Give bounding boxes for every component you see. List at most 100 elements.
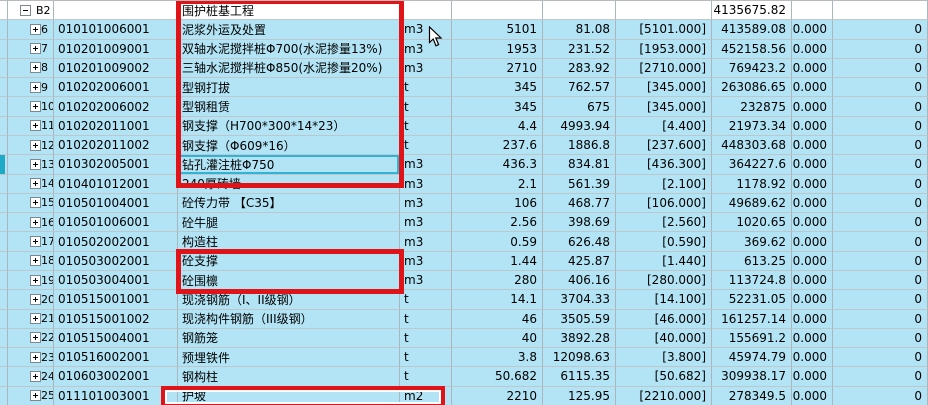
- item-code-cell[interactable]: 010501006001: [54, 213, 178, 233]
- quantity-expr-cell[interactable]: [2.100]: [616, 174, 712, 194]
- quantity-expr-cell[interactable]: [345.000]: [616, 97, 712, 117]
- value-a-cell[interactable]: 0.000: [792, 39, 833, 59]
- unit-cell[interactable]: t: [400, 78, 452, 98]
- value-a-cell[interactable]: 0.000: [792, 58, 833, 79]
- collapse-icon[interactable]: [20, 4, 31, 16]
- value-b-cell[interactable]: 0: [833, 309, 928, 329]
- item-name-cell[interactable]: 双轴水泥搅拌桩Φ700(水泥掺量13%): [178, 39, 400, 59]
- value-b-cell[interactable]: 0: [833, 39, 928, 59]
- value-a-cell[interactable]: 0.000: [792, 20, 833, 40]
- quantity-expr-cell[interactable]: [436.300]: [616, 155, 712, 175]
- expand-icon[interactable]: [30, 23, 41, 35]
- total-price-cell[interactable]: 369.62: [712, 232, 792, 252]
- item-name-cell[interactable]: 护坡: [178, 386, 400, 405]
- quantity-cell[interactable]: 50.682: [452, 367, 543, 387]
- unit-price-cell[interactable]: 425.87: [543, 251, 616, 271]
- item-code-cell[interactable]: 010202006001: [54, 78, 178, 98]
- unit-price-cell[interactable]: 3704.33: [543, 290, 616, 310]
- quantity-cell[interactable]: 2.1: [452, 174, 543, 194]
- item-code-cell[interactable]: 010603002001: [54, 367, 178, 387]
- expand-icon[interactable]: [30, 255, 41, 267]
- table-row[interactable]: 17 010502002001 构造柱 m3 0.59 626.48 [0.59…: [0, 232, 928, 252]
- quantity-cell[interactable]: 40: [452, 328, 543, 349]
- unit-price-cell[interactable]: 834.81: [543, 155, 616, 175]
- total-price-cell[interactable]: 452158.56: [712, 39, 792, 59]
- expand-icon[interactable]: [30, 120, 41, 132]
- value-a-cell[interactable]: 0.000: [792, 174, 833, 194]
- item-code-cell[interactable]: [54, 1, 178, 21]
- item-code-cell[interactable]: 010401012001: [54, 174, 178, 194]
- item-code-cell[interactable]: 010302005001: [54, 155, 178, 175]
- item-name-cell[interactable]: 砼围檩: [178, 270, 400, 291]
- quantity-cell[interactable]: 46: [452, 309, 543, 329]
- total-price-cell[interactable]: 155691.2: [712, 328, 792, 349]
- quantity-expr-cell[interactable]: [4.400]: [616, 116, 712, 136]
- total-price-cell[interactable]: 1178.92: [712, 174, 792, 194]
- unit-price-cell[interactable]: 4993.94: [543, 116, 616, 136]
- value-b-cell[interactable]: 0: [833, 155, 928, 175]
- table-row[interactable]: 16 010501006001 砼牛腿 m3 2.56 398.69 [2.56…: [0, 213, 928, 233]
- expand-icon[interactable]: [30, 178, 41, 190]
- item-code-cell[interactable]: 010502002001: [54, 232, 178, 252]
- value-a-cell[interactable]: 0.000: [792, 270, 833, 291]
- item-name-cell[interactable]: 砼支撑: [178, 251, 400, 271]
- value-b-cell[interactable]: 0: [833, 97, 928, 117]
- item-name-cell[interactable]: 砼牛腿: [178, 213, 400, 233]
- expand-icon[interactable]: [30, 81, 41, 93]
- unit-price-cell[interactable]: 231.52: [543, 39, 616, 59]
- quantity-cell[interactable]: [452, 1, 543, 21]
- expand-icon[interactable]: [30, 236, 41, 248]
- unit-price-cell[interactable]: 675: [543, 97, 616, 117]
- value-b-cell[interactable]: 0: [833, 193, 928, 214]
- item-code-cell[interactable]: 011101003001: [54, 386, 178, 405]
- total-price-cell[interactable]: 52231.05: [712, 290, 792, 310]
- total-price-cell[interactable]: 1020.65: [712, 213, 792, 233]
- quantity-cell[interactable]: 14.1: [452, 290, 543, 310]
- unit-price-cell[interactable]: 561.39: [543, 174, 616, 194]
- item-code-cell[interactable]: 010515001001: [54, 290, 178, 310]
- unit-cell[interactable]: m3: [400, 232, 452, 252]
- unit-cell[interactable]: m3: [400, 58, 452, 79]
- item-name-cell[interactable]: 构造柱: [178, 232, 400, 252]
- quantity-expr-cell[interactable]: [280.000]: [616, 270, 712, 291]
- value-b-cell[interactable]: 0: [833, 232, 928, 252]
- expand-icon[interactable]: [30, 139, 41, 151]
- quantity-cell[interactable]: 237.6: [452, 135, 543, 156]
- unit-cell[interactable]: t: [400, 290, 452, 310]
- value-a-cell[interactable]: 0.000: [792, 251, 833, 271]
- table-row[interactable]: 9 010202006001 型钢打拔 t 345 762.57 [345.00…: [0, 78, 928, 98]
- expand-icon[interactable]: [30, 197, 41, 209]
- unit-price-cell[interactable]: 81.08: [543, 20, 616, 40]
- value-a-cell[interactable]: 0.000: [792, 155, 833, 175]
- value-b-cell[interactable]: [833, 1, 928, 21]
- item-code-cell[interactable]: 010201009001: [54, 39, 178, 59]
- unit-cell[interactable]: m3: [400, 174, 452, 194]
- value-a-cell[interactable]: 0.000: [792, 213, 833, 233]
- unit-cell[interactable]: t: [400, 367, 452, 387]
- unit-cell[interactable]: m3: [400, 270, 452, 291]
- value-b-cell[interactable]: 0: [833, 213, 928, 233]
- table-row[interactable]: 22 010515004001 钢筋笼 t 40 3892.28 [40.000…: [0, 328, 928, 349]
- value-a-cell[interactable]: 0.000: [792, 232, 833, 252]
- table-row[interactable]: 6 010101006001 泥浆外运及处置 m3 5101 81.08 [51…: [0, 20, 928, 40]
- expand-icon[interactable]: [30, 274, 41, 286]
- item-code-cell[interactable]: 010503002001: [54, 251, 178, 271]
- item-name-cell[interactable]: 砼传力带 【C35】: [178, 193, 400, 214]
- value-a-cell[interactable]: 0.000: [792, 78, 833, 98]
- value-b-cell[interactable]: 0: [833, 174, 928, 194]
- value-b-cell[interactable]: 0: [833, 270, 928, 291]
- quantity-expr-cell[interactable]: [106.000]: [616, 193, 712, 214]
- value-a-cell[interactable]: 0.000: [792, 97, 833, 117]
- expand-icon[interactable]: [30, 158, 41, 170]
- total-price-cell[interactable]: 278349.5: [712, 386, 792, 405]
- total-price-cell[interactable]: 309938.17: [712, 367, 792, 387]
- item-name-cell[interactable]: 240厚砖墙: [178, 174, 400, 194]
- quantity-expr-cell[interactable]: [5101.000]: [616, 20, 712, 40]
- quantity-cell[interactable]: 345: [452, 78, 543, 98]
- table-row[interactable]: 11 010202011001 钢支撑（H700*300*14*23） t 4.…: [0, 116, 928, 136]
- value-a-cell[interactable]: 0.000: [792, 328, 833, 349]
- table-row[interactable]: 13 010302005001 钻孔灌注桩Φ750 m3 436.3 834.8…: [0, 155, 928, 175]
- item-name-cell[interactable]: 钢构柱: [178, 367, 400, 387]
- value-b-cell[interactable]: 0: [833, 290, 928, 310]
- table-row[interactable]: 23 010516002001 预埋铁件 t 3.8 12098.63 [3.8…: [0, 348, 928, 368]
